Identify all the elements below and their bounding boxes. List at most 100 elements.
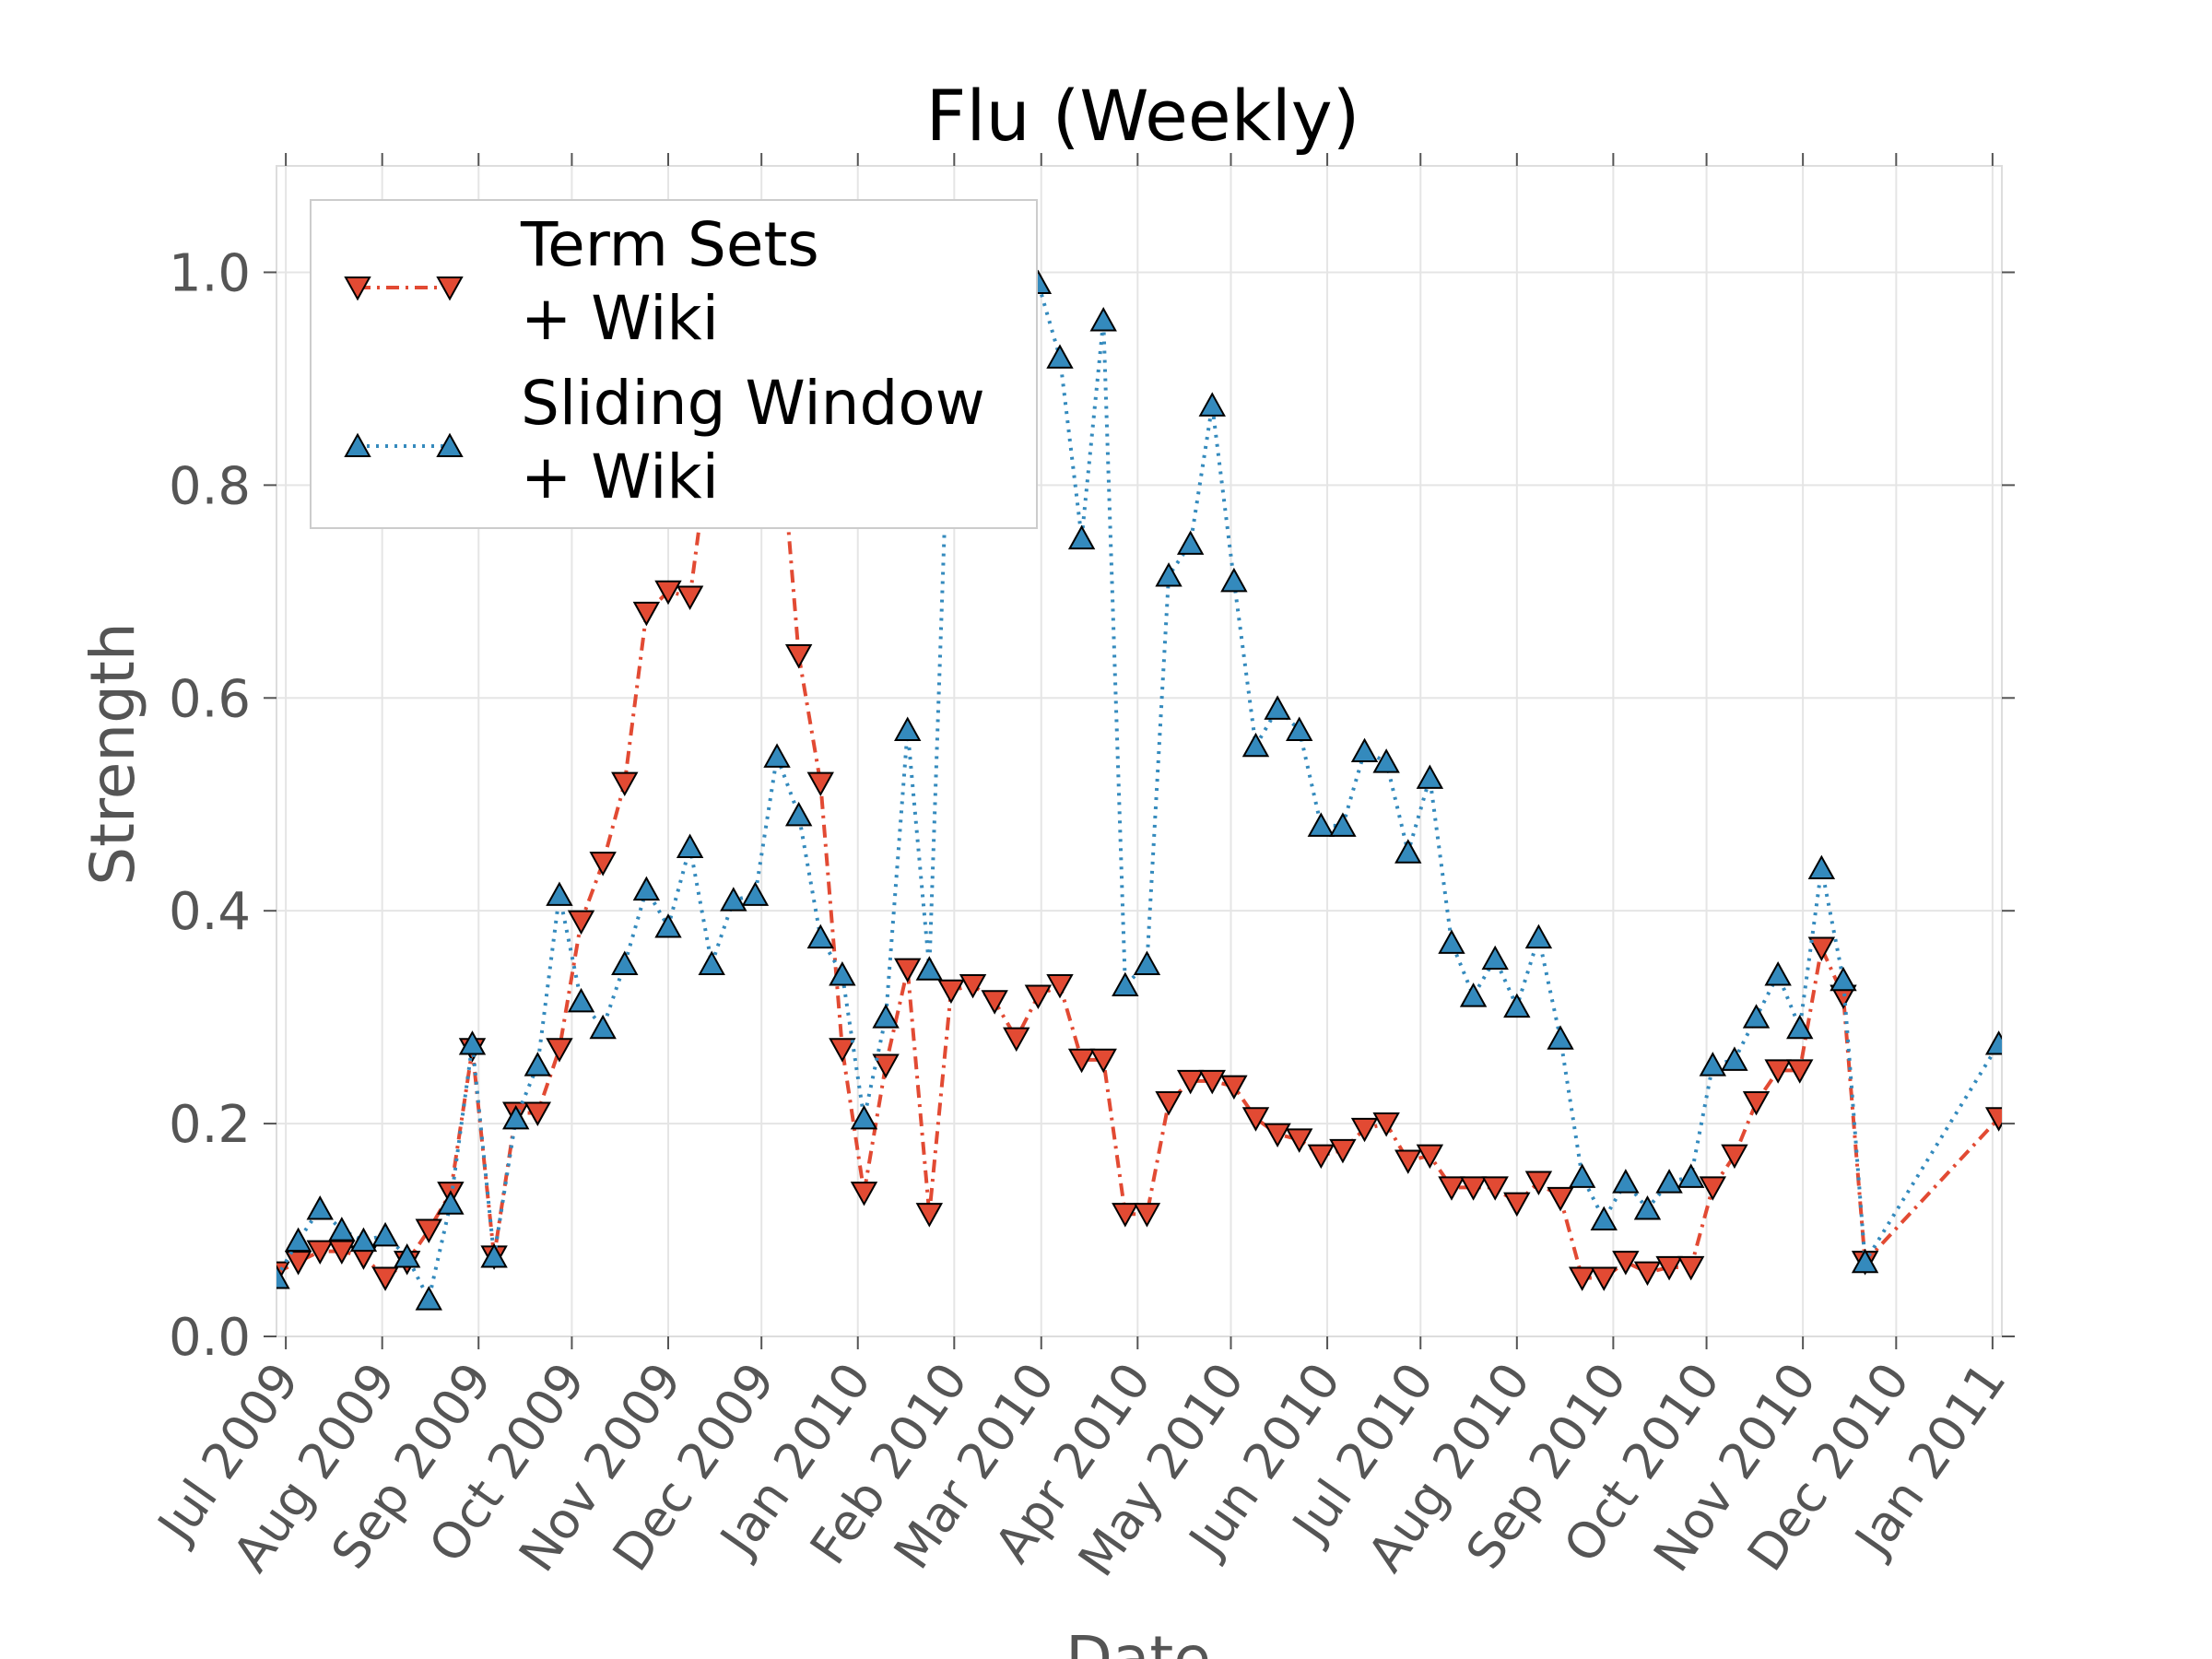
- data-point: [1438, 929, 1465, 954]
- series-line: [276, 319, 2001, 1281]
- data-point: [959, 973, 987, 999]
- legend-marker: [436, 432, 464, 458]
- data-point: [1372, 1112, 1400, 1137]
- data-point: [1547, 1025, 1574, 1050]
- data-point: [1721, 1144, 1748, 1170]
- data-point: [676, 585, 704, 611]
- data-point: [1220, 1075, 1248, 1100]
- data-point: [1503, 993, 1531, 1018]
- y-tick-label: 0.8: [169, 456, 251, 516]
- data-point: [611, 950, 639, 975]
- data-point: [1786, 1059, 1814, 1084]
- data-point: [1655, 1169, 1683, 1194]
- data-point: [1568, 1163, 1596, 1188]
- legend-label: + Wiki: [521, 283, 719, 354]
- data-point: [524, 1052, 552, 1077]
- data-point: [371, 1266, 399, 1291]
- data-point: [1003, 1027, 1030, 1053]
- data-point: [1438, 1176, 1465, 1201]
- data-point: [1590, 1206, 1618, 1231]
- data-point: [1416, 764, 1444, 789]
- data-point: [546, 1038, 573, 1063]
- data-point: [894, 958, 922, 983]
- series-layer: [276, 269, 2002, 1311]
- data-point: [1155, 1090, 1182, 1116]
- data-point: [654, 580, 682, 606]
- legend-marker: [436, 276, 464, 301]
- data-point: [1089, 1048, 1117, 1074]
- data-point: [524, 1101, 552, 1126]
- chart-title: Flu (Weekly): [926, 75, 1360, 157]
- data-point: [1241, 1107, 1270, 1132]
- data-point: [720, 887, 747, 912]
- data-point: [1699, 1176, 1727, 1201]
- y-axis-label: Strength: [77, 622, 148, 886]
- data-point: [1984, 1107, 2002, 1132]
- data-point: [437, 1190, 465, 1215]
- data-point: [676, 833, 704, 858]
- data-point: [415, 1218, 442, 1243]
- data-point: [1241, 732, 1270, 758]
- data-point: [1176, 530, 1205, 555]
- data-point: [349, 1227, 378, 1253]
- data-point: [1655, 1255, 1683, 1281]
- data-point: [1133, 950, 1161, 975]
- data-point: [632, 876, 661, 901]
- data-point: [1807, 936, 1836, 962]
- data-point: [981, 990, 1008, 1015]
- data-point: [1984, 1030, 2002, 1055]
- data-point: [894, 716, 922, 741]
- data-point: [1264, 1123, 1291, 1148]
- data-point: [1503, 1192, 1531, 1218]
- data-point: [1459, 982, 1488, 1007]
- data-point: [1633, 1195, 1662, 1220]
- data-point: [1633, 1261, 1662, 1287]
- data-point: [1198, 392, 1226, 417]
- data-point: [1764, 1059, 1792, 1084]
- data-point: [784, 644, 813, 669]
- data-point: [1264, 695, 1291, 720]
- data-point: [1547, 1186, 1574, 1212]
- data-point: [937, 979, 965, 1005]
- data-point: [1112, 971, 1139, 997]
- data-point: [1481, 945, 1509, 971]
- data-point: [611, 771, 639, 797]
- data-point: [1176, 1069, 1205, 1095]
- data-point: [1286, 716, 1313, 741]
- data-point: [1046, 344, 1074, 369]
- data-point: [589, 1014, 617, 1040]
- data-point: [1112, 1203, 1139, 1228]
- y-tick-label: 0.4: [169, 882, 251, 942]
- data-point: [1677, 1255, 1705, 1281]
- data-point: [1350, 737, 1379, 763]
- data-point: [806, 924, 834, 949]
- legend-frame: [310, 199, 1038, 529]
- data-point: [1721, 1046, 1748, 1071]
- data-point: [654, 913, 682, 938]
- data-point: [1786, 1014, 1814, 1040]
- data-point: [276, 1261, 290, 1287]
- data-point: [1764, 961, 1792, 986]
- data-point: [589, 852, 617, 877]
- data-point: [829, 1038, 856, 1063]
- data-point: [1481, 1176, 1509, 1201]
- data-point: [850, 1182, 878, 1206]
- data-point: [306, 1240, 334, 1265]
- data-point: [1372, 748, 1400, 773]
- data-point: [1067, 1048, 1096, 1074]
- legend-marker: [344, 432, 371, 458]
- legend-marker: [344, 276, 371, 301]
- y-tick-label: 1.0: [169, 243, 251, 303]
- data-point: [1024, 984, 1053, 1009]
- data-point: [393, 1242, 421, 1268]
- data-point: [1459, 1176, 1488, 1201]
- plot-frame: [276, 165, 2003, 1337]
- data-point: [872, 1053, 900, 1079]
- data-point: [1807, 854, 1836, 880]
- data-point: [1612, 1169, 1640, 1194]
- data-point: [306, 1195, 334, 1220]
- data-point: [1590, 1266, 1618, 1291]
